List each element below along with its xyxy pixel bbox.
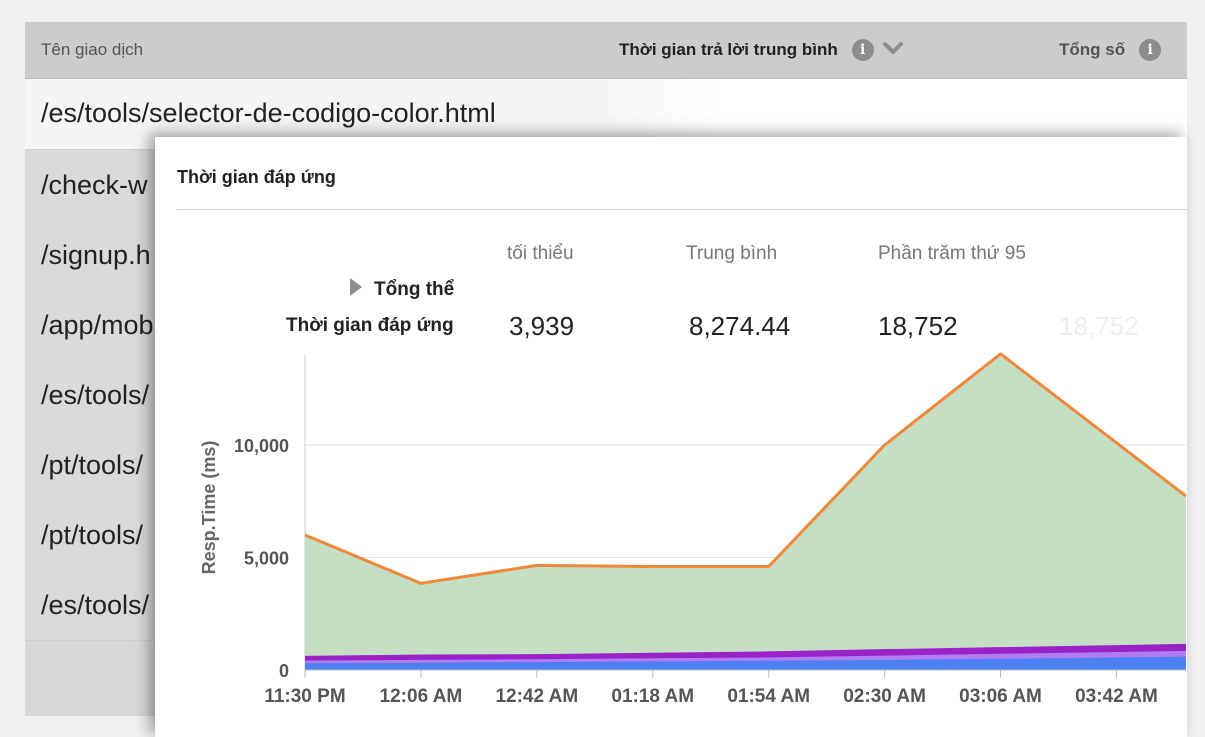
popup-title: Thời gian đáp ứng: [177, 167, 336, 187]
x-tick-label: 02:30 AM: [843, 686, 926, 707]
stat-value-ghost: 18,752: [1059, 311, 1139, 341]
info-circle-icon[interactable]: i: [851, 39, 874, 61]
column-header-name[interactable]: Tên giao dịch: [41, 40, 144, 59]
x-tick-label: 03:42 AM: [1075, 686, 1158, 707]
transaction-name[interactable]: /signup.h: [41, 240, 151, 270]
column-header-avg-response[interactable]: Thời gian trả lời trung bình i: [619, 22, 904, 78]
x-tick-label: 01:54 AM: [727, 686, 810, 707]
y-tick-label: 0: [279, 661, 289, 681]
series-band: [305, 656, 1186, 670]
x-tick-label: 03:06 AM: [959, 686, 1042, 707]
y-tick-label: 5,000: [244, 549, 289, 569]
stat-value-avg: 8,274.44: [689, 311, 791, 341]
transaction-name[interactable]: /es/tools/: [41, 380, 150, 410]
stat-value-p95: 18,752: [878, 311, 958, 341]
transaction-name[interactable]: /app/mob: [41, 310, 154, 340]
chevron-right-icon[interactable]: [348, 276, 364, 304]
transaction-name[interactable]: /es/tools/selector-de-codigo-color.html: [41, 98, 496, 128]
series-band-line: [304, 643, 1187, 659]
response-time-popup: Thời gian đáp ứng tối thiểu Trung bình P…: [155, 137, 1187, 737]
transaction-name[interactable]: /pt/tools/: [41, 520, 144, 550]
response-time-chart: 0 5,000 10,000 11:30 PM 12:06 AM 12:42 AM 01:1…: [199, 352, 1187, 707]
y-axis-title: Resp.Time (ms): [199, 441, 219, 575]
x-tick-label: 11:30 PM: [264, 686, 345, 707]
chevron-down-icon[interactable]: [882, 40, 904, 60]
stat-header-p95: Phần trăm thứ 95: [878, 243, 1026, 264]
stat-row-label: Thời gian đáp ứng: [286, 315, 454, 336]
info-circle-icon[interactable]: i: [1139, 39, 1162, 61]
stat-header-min: tối thiểu: [507, 243, 574, 264]
popup-divider: [177, 209, 1187, 210]
series-line: [304, 352, 1187, 585]
series-area: [305, 353, 1186, 670]
x-tick-label: 12:06 AM: [380, 686, 463, 707]
y-tick-label: 10,000: [234, 436, 289, 456]
column-header-total[interactable]: Tổng số i: [1059, 22, 1162, 78]
transaction-name[interactable]: /check-w: [41, 170, 148, 200]
stat-value-min: 3,939: [509, 311, 575, 341]
transaction-name[interactable]: /pt/tools/: [41, 450, 144, 480]
x-tick-label: 12:42 AM: [495, 686, 578, 707]
overall-toggle[interactable]: Tổng thể: [348, 276, 454, 304]
stat-header-avg: Trung bình: [686, 243, 778, 264]
x-tick-label: 01:18 AM: [611, 686, 694, 707]
transaction-name[interactable]: /es/tools/: [41, 590, 150, 620]
table-header: Tên giao dịch Thời gian trả lời trung bì…: [25, 22, 1187, 79]
